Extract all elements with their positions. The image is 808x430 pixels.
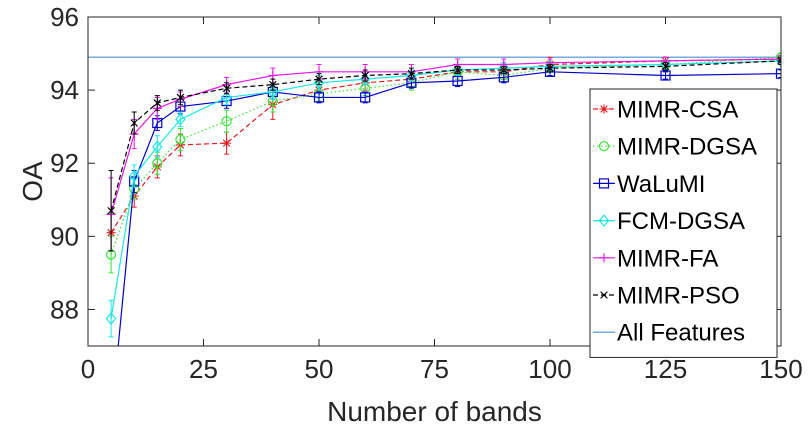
data-point-mimr-pso <box>222 84 231 93</box>
legend-item-walumi: WaLuMI <box>593 171 705 198</box>
error-bar-walumi <box>109 401 114 430</box>
data-point-walumi <box>313 92 325 103</box>
error-bar-fcm-dgsa <box>131 164 137 188</box>
data-point-mimr-pso <box>176 93 185 102</box>
data-point-mimr-dgsa <box>775 52 781 63</box>
legend-label-all-features: All Features <box>617 320 745 347</box>
legend-marker-mimr-pso <box>600 291 608 299</box>
x-tick-label: 25 <box>189 354 218 384</box>
data-point-fcm-dgsa <box>267 85 279 99</box>
x-tick-label: 75 <box>420 354 449 384</box>
error-bar-fcm-dgsa <box>154 135 160 159</box>
data-point-mimr-pso <box>500 66 508 74</box>
data-point-walumi <box>660 70 671 81</box>
legend: MIMR-CSA MIMR-DGSA WaLuMI FCM-DGSA MIMR-FA MI… <box>589 88 778 358</box>
legend-marker-walumi <box>598 178 610 189</box>
x-tick-label: 150 <box>759 354 802 384</box>
data-point-fcm-dgsa <box>105 312 117 326</box>
data-point-mimr-fa <box>776 54 781 64</box>
data-point-mimr-pso <box>777 57 781 65</box>
error-bar-mimr-dgsa <box>177 127 183 151</box>
legend-marker-mimr-fa <box>599 253 609 263</box>
data-point-mimr-pso <box>107 206 115 215</box>
data-point-walumi <box>452 75 463 87</box>
data-point-fcm-dgsa <box>313 76 325 90</box>
legend-marker-mimr-dgsa <box>598 141 610 152</box>
y-tick-label: 94 <box>50 75 79 105</box>
y-axis-title: OA <box>17 161 48 202</box>
data-point-fcm-dgsa <box>152 140 163 154</box>
data-point-mimr-pso <box>661 62 670 71</box>
legend-item-mimr-csa: MIMR-CSA <box>593 97 738 124</box>
legend-item-mimr-fa: MIMR-FA <box>593 245 718 272</box>
tick-layer: 0 25 50 75 100 125 150 88 90 92 94 96 <box>50 2 803 384</box>
x-tick-label: 125 <box>644 354 687 384</box>
data-point-mimr-pso <box>153 99 162 107</box>
series-layer <box>88 52 781 430</box>
series-line-walumi <box>117 71 781 346</box>
error-bar-walumi <box>316 91 322 104</box>
series-mimr-pso <box>107 56 781 252</box>
data-point-mimr-fa <box>268 70 278 80</box>
data-point-mimr-csa <box>222 138 232 148</box>
y-tick-label: 92 <box>50 148 79 178</box>
legend-label-fcm-dgsa: FCM-DGSA <box>617 208 745 235</box>
data-point-walumi <box>775 68 781 79</box>
legend-label-walumi: WaLuMI <box>617 171 705 198</box>
x-tick-label: 100 <box>528 354 571 384</box>
error-bar-mimr-dgsa <box>224 109 230 133</box>
data-point-mimr-pso <box>407 69 416 78</box>
data-point-walumi <box>360 92 371 103</box>
x-tick-label: 0 <box>81 354 95 384</box>
legend-item-fcm-dgsa: FCM-DGSA <box>593 208 745 235</box>
data-point-mimr-pso <box>361 71 369 80</box>
data-point-mimr-pso <box>269 80 277 89</box>
legend-marker-mimr-csa <box>599 104 609 114</box>
x-axis-title: Number of bands <box>327 396 542 427</box>
data-point-mimr-dgsa <box>175 134 186 145</box>
error-bar-mimr-pso <box>778 56 781 66</box>
data-point-mimr-pso <box>130 119 138 127</box>
y-tick-label: 90 <box>50 221 79 251</box>
error-bar-fcm-dgsa <box>108 299 114 338</box>
x-tick-label: 50 <box>305 354 334 384</box>
legend-marker-fcm-dgsa <box>598 214 610 228</box>
legend-item-mimr-pso: MIMR-PSO <box>593 283 740 310</box>
data-point-fcm-dgsa <box>359 72 371 86</box>
error-bar-walumi <box>362 91 368 104</box>
error-bar-walumi <box>663 71 668 80</box>
series-line-mimr-fa <box>110 58 781 215</box>
legend-label-mimr-dgsa: MIMR-DGSA <box>617 134 757 161</box>
data-point-mimr-pso <box>315 75 323 83</box>
y-tick-label: 96 <box>50 2 79 32</box>
data-point-mimr-dgsa <box>152 158 163 169</box>
y-tick-label: 88 <box>50 294 79 324</box>
data-point-mimr-pso <box>546 64 554 72</box>
data-point-fcm-dgsa <box>128 169 140 183</box>
series-line-mimr-csa <box>110 58 781 233</box>
legend-label-mimr-fa: MIMR-FA <box>617 245 718 272</box>
legend-box <box>589 88 778 358</box>
data-point-walumi <box>107 415 116 424</box>
data-point-fcm-dgsa <box>452 63 463 77</box>
data-point-fcm-dgsa <box>175 112 186 126</box>
error-bar-walumi <box>778 69 781 78</box>
data-point-mimr-dgsa <box>221 116 232 127</box>
legend-item-all-features: All Features <box>593 320 745 347</box>
series-line-mimr-pso <box>110 60 781 211</box>
legend-label-mimr-csa: MIMR-CSA <box>617 97 738 124</box>
data-point-mimr-pso <box>453 66 462 74</box>
legend-item-mimr-dgsa: MIMR-DGSA <box>593 134 757 161</box>
legend-label-mimr-pso: MIMR-PSO <box>617 283 740 310</box>
series-line-fcm-dgsa <box>110 60 781 319</box>
data-point-fcm-dgsa <box>221 90 232 104</box>
